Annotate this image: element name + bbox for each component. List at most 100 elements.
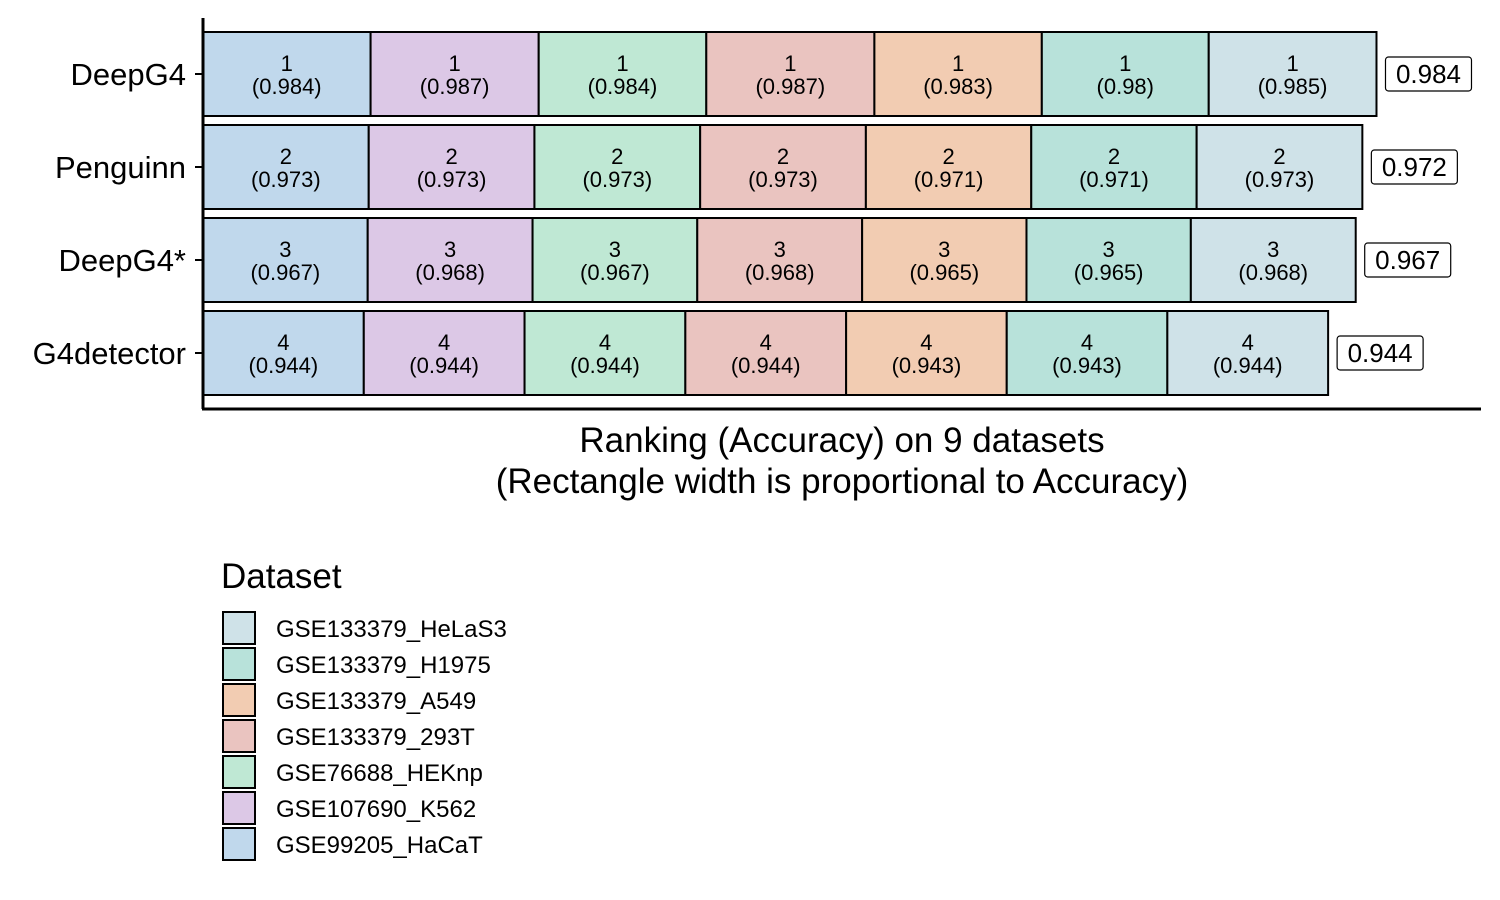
value-label-penguinn-gse99205-hacat: (0.973) <box>251 167 321 192</box>
legend-label-gse107690-k562: GSE107690_K562 <box>276 796 476 823</box>
rank-label-deepg4-gse133379-293t: 3 <box>774 237 786 262</box>
bar-g4detector-gse133379-a549 <box>845 310 1008 396</box>
rank-label-deepg4-gse99205-hacat: 1 <box>281 51 293 76</box>
mean-box-deepg4 <box>1384 56 1473 92</box>
value-label-penguinn-gse133379-h1975: (0.971) <box>1079 167 1149 192</box>
bar-penguinn-gse76688-heknp <box>533 124 702 210</box>
x-axis-title-line-2: (Rectangle width is proportional to Accu… <box>496 462 1189 501</box>
y-tick-label-g4detector: G4detector <box>33 336 186 371</box>
bar-g4detector-gse133379-helas3 <box>1166 310 1330 396</box>
value-label-deepg4-gse133379-a549: (0.983) <box>923 74 993 99</box>
rank-label-g4detector-gse99205-hacat: 4 <box>277 330 289 355</box>
bar-g4detector-gse133379-293t <box>684 310 848 396</box>
x-axis-title: Ranking (Accuracy) on 9 datasets(Rectang… <box>496 421 1189 501</box>
value-label-deepg4-gse99205-hacat: (0.967) <box>250 260 320 285</box>
rank-label-deepg4-gse133379-helas3: 3 <box>1267 237 1279 262</box>
axes-layer: DeepG4 Penguinn DeepG4* G4detector <box>33 18 1481 411</box>
legend-label-gse99205-hacat: GSE99205_HaCaT <box>276 832 483 859</box>
legend-label-gse133379-293t: GSE133379_293T <box>276 724 475 751</box>
bar-penguinn-gse107690-k562 <box>367 124 536 210</box>
value-label-penguinn-gse133379-293t: (0.973) <box>748 167 818 192</box>
value-label-penguinn-gse133379-helas3: (0.973) <box>1245 167 1315 192</box>
bar-penguinn-gse133379-helas3 <box>1195 124 1364 210</box>
bar-deepg4-gse133379-helas3 <box>1189 217 1357 303</box>
bar-deepg4-gse107690-k562 <box>369 31 540 117</box>
legend-label-gse133379-a549: GSE133379_A549 <box>276 688 476 715</box>
legend: Dataset GSE133379_HeLaS3 GSE133379_H1975 GS… <box>221 557 507 861</box>
value-label-deepg4-gse107690-k562: (0.968) <box>415 260 485 285</box>
rank-label-deepg4-gse107690-k562: 1 <box>449 51 461 76</box>
rank-label-g4detector-gse107690-k562: 4 <box>438 330 450 355</box>
rank-label-deepg4-gse133379-h1975: 3 <box>1103 237 1115 262</box>
rank-label-g4detector-gse133379-h1975: 4 <box>1081 330 1093 355</box>
legend-swatch-gse133379-293t <box>222 719 256 753</box>
value-label-deepg4-gse99205-hacat: (0.984) <box>252 74 322 99</box>
rank-label-deepg4-gse133379-a549: 1 <box>952 51 964 76</box>
value-label-deepg4-gse76688-heknp: (0.967) <box>580 260 650 285</box>
bar-deepg4-gse99205-hacat <box>202 31 372 117</box>
value-label-penguinn-gse76688-heknp: (0.973) <box>582 167 652 192</box>
value-label-g4detector-gse76688-heknp: (0.944) <box>570 353 640 378</box>
legend-swatch-gse133379-helas3 <box>222 611 256 645</box>
rank-label-deepg4-gse133379-h1975: 1 <box>1119 51 1131 76</box>
bar-g4detector-gse76688-heknp <box>523 310 687 396</box>
legend-swatch-gse133379-a549 <box>222 683 256 717</box>
rank-label-penguinn-gse133379-h1975: 2 <box>1108 144 1120 169</box>
mean-label-penguinn: 0.972 <box>1382 152 1447 182</box>
rank-label-penguinn-gse133379-293t: 2 <box>777 144 789 169</box>
value-label-deepg4-gse107690-k562: (0.987) <box>420 74 490 99</box>
rank-label-g4detector-gse133379-293t: 4 <box>760 330 772 355</box>
mean-box-penguinn <box>1370 149 1458 185</box>
value-label-g4detector-gse133379-293t: (0.944) <box>731 353 801 378</box>
value-label-g4detector-gse133379-h1975: (0.943) <box>1052 353 1122 378</box>
rank-label-deepg4-gse133379-293t: 1 <box>784 51 796 76</box>
value-label-g4detector-gse133379-helas3: (0.944) <box>1213 353 1283 378</box>
rank-label-deepg4-gse133379-helas3: 1 <box>1286 51 1298 76</box>
value-label-deepg4-gse133379-helas3: (0.968) <box>1238 260 1308 285</box>
rank-label-g4detector-gse133379-helas3: 4 <box>1242 330 1254 355</box>
value-label-deepg4-gse133379-293t: (0.987) <box>755 74 825 99</box>
mean-box-deepg4 <box>1364 242 1452 278</box>
legend-swatch-gse107690-k562 <box>222 791 256 825</box>
bar-deepg4-gse76688-heknp <box>531 217 699 303</box>
value-label-deepg4-gse133379-293t: (0.968) <box>745 260 815 285</box>
mean-box-g4detector <box>1336 335 1424 371</box>
mean-label-g4detector: 0.944 <box>1348 338 1413 368</box>
rank-label-penguinn-gse133379-a549: 2 <box>942 144 954 169</box>
legend-title: Dataset <box>221 557 342 596</box>
rank-label-g4detector-gse133379-a549: 4 <box>920 330 932 355</box>
rank-label-deepg4-gse99205-hacat: 3 <box>279 237 291 262</box>
bars-layer: 1(0.984)1(0.987)1(0.984)1(0.987)1(0.983)… <box>202 31 1473 396</box>
bar-g4detector-gse107690-k562 <box>362 310 526 396</box>
bar-deepg4-gse133379-helas3 <box>1207 31 1378 117</box>
value-label-deepg4-gse133379-h1975: (0.98) <box>1097 74 1154 99</box>
rank-label-penguinn-gse99205-hacat: 2 <box>280 144 292 169</box>
legend-swatch-gse133379-h1975 <box>222 647 256 681</box>
bar-penguinn-gse133379-h1975 <box>1030 124 1198 210</box>
value-label-g4detector-gse107690-k562: (0.944) <box>409 353 479 378</box>
mean-label-deepg4: 0.984 <box>1396 59 1461 89</box>
value-label-deepg4-gse76688-heknp: (0.984) <box>588 74 658 99</box>
y-tick-label-deepg4: DeepG4 <box>71 57 186 92</box>
legend-label-gse133379-helas3: GSE133379_HeLaS3 <box>276 616 507 643</box>
rank-label-deepg4-gse133379-a549: 3 <box>938 237 950 262</box>
value-label-g4detector-gse133379-a549: (0.943) <box>892 353 962 378</box>
legend-swatch-gse76688-heknp <box>222 755 256 789</box>
legend-label-gse76688-heknp: GSE76688_HEKnp <box>276 760 483 787</box>
value-label-penguinn-gse107690-k562: (0.973) <box>417 167 487 192</box>
x-axis-title-line-1: Ranking (Accuracy) on 9 datasets <box>579 421 1104 460</box>
value-label-g4detector-gse99205-hacat: (0.944) <box>249 353 319 378</box>
bar-penguinn-gse133379-293t <box>699 124 867 210</box>
rank-label-deepg4-gse76688-heknp: 1 <box>616 51 628 76</box>
y-tick-label-penguinn: Penguinn <box>55 150 186 185</box>
rank-label-g4detector-gse76688-heknp: 4 <box>599 330 611 355</box>
bar-g4detector-gse133379-h1975 <box>1005 310 1169 396</box>
legend-swatch-gse99205-hacat <box>222 827 256 861</box>
value-label-deepg4-gse133379-h1975: (0.965) <box>1074 260 1144 285</box>
rank-label-penguinn-gse76688-heknp: 2 <box>611 144 623 169</box>
value-label-deepg4-gse133379-helas3: (0.985) <box>1258 74 1328 99</box>
legend-label-gse133379-h1975: GSE133379_H1975 <box>276 652 491 679</box>
y-tick-label-deepg4: DeepG4* <box>58 243 186 278</box>
rank-label-penguinn-gse107690-k562: 2 <box>445 144 457 169</box>
